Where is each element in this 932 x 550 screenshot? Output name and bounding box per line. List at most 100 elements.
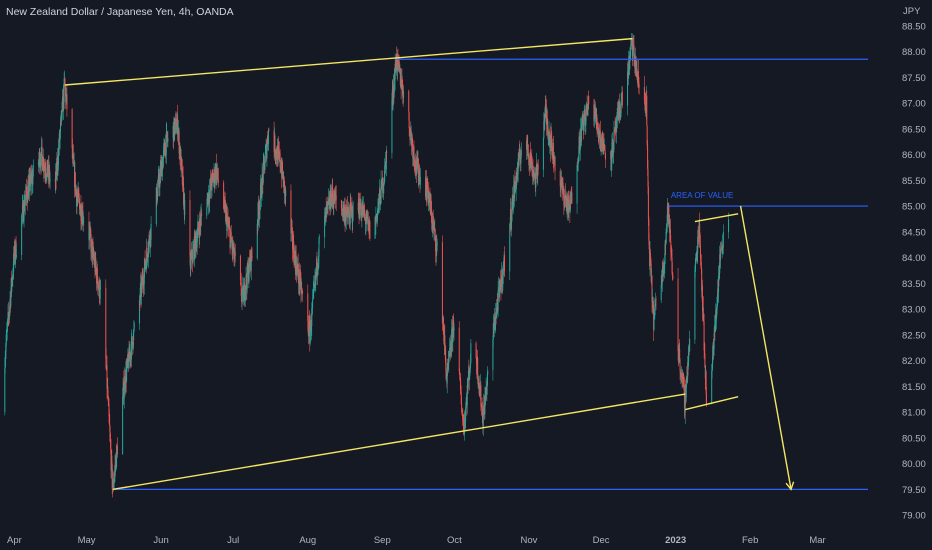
candle-body [206,197,208,208]
candle-body [251,249,253,257]
candle-body [394,63,396,80]
candle-body [291,227,293,232]
candle-body [299,285,301,287]
candle-body [25,186,27,194]
candle-body [655,299,657,306]
candle-body [695,258,697,265]
candle-body [650,257,652,265]
candle-body [107,398,109,400]
candle-body [597,126,599,129]
candle-body [380,203,382,205]
candle-body [670,241,672,253]
candle-body [376,210,378,221]
candle-body [716,314,718,319]
candle-body [452,327,454,343]
candle-body [240,279,242,283]
candle-body [25,194,27,201]
candle-body [175,118,177,134]
candle-body [351,207,353,209]
candle-body [646,95,648,126]
candle-body [499,279,501,281]
candle-body [23,200,25,220]
candle-body [108,399,110,404]
candle-body [111,455,113,465]
candle-body [597,128,599,135]
candle-body [554,156,556,171]
candle-body [519,149,521,157]
candle-body [364,211,366,215]
candle-body [644,99,646,101]
candle-body [480,385,482,407]
candle-body [27,184,29,200]
candle-body [147,257,149,259]
candle-body [638,84,640,88]
candle-body [335,195,337,201]
candle-body [531,156,533,162]
candle-body [447,359,449,370]
candle-body [527,145,529,156]
candle-body [292,231,294,250]
candle-body [392,89,394,101]
candle-body [126,359,128,369]
candle-body [80,220,82,222]
candle-body [650,264,652,282]
candle-body [7,312,9,316]
candle-body [116,445,118,468]
candle-body [496,303,498,310]
candle-body [199,218,201,238]
candle-body [604,147,606,151]
candle-body [647,186,649,219]
candle-body [728,219,730,233]
candle-body [249,257,251,261]
candle-body [163,145,165,150]
candle-body [475,343,477,358]
candle-body [77,196,79,198]
candle-body [644,100,646,104]
candle-body [463,422,465,434]
candle-body [583,123,585,130]
candle-body [568,200,570,204]
candle-body [5,351,7,359]
candle-body [340,200,342,209]
candle-body [127,353,129,359]
candle-body [40,146,42,166]
candle-body [581,119,583,126]
candle-body [682,378,684,380]
candle-body [90,239,92,253]
candle-body [278,148,280,151]
candle-body [462,417,464,423]
candle-body [344,207,346,224]
candle-body [661,281,663,286]
candle-body [109,431,111,441]
candle-body [259,184,261,200]
candle-body [445,348,447,364]
candle-body [184,200,186,215]
candle-body [341,208,343,211]
candle-body [131,336,133,343]
candle-body [566,204,568,214]
candle-body [694,270,696,340]
candle-body [617,113,619,115]
candle-body [701,268,703,292]
candle-body [97,282,99,290]
candle-body [416,156,418,161]
candle-body [167,137,169,142]
trend-line [112,393,686,491]
candle-body [377,203,379,210]
candle-body [245,274,247,283]
y-tick-label: 83.50 [902,279,926,290]
candle-body [393,75,395,93]
candle-body [530,156,532,168]
candle-body [211,174,213,191]
candle-body [442,319,444,324]
candle-body [629,50,631,62]
candle-body [495,312,497,324]
candle-body [494,317,496,327]
candle-body [39,162,41,168]
candle-body [369,221,371,239]
candle-body [496,303,498,306]
candle-body [91,239,93,242]
candle-body [290,229,292,234]
candle-body [459,371,461,374]
